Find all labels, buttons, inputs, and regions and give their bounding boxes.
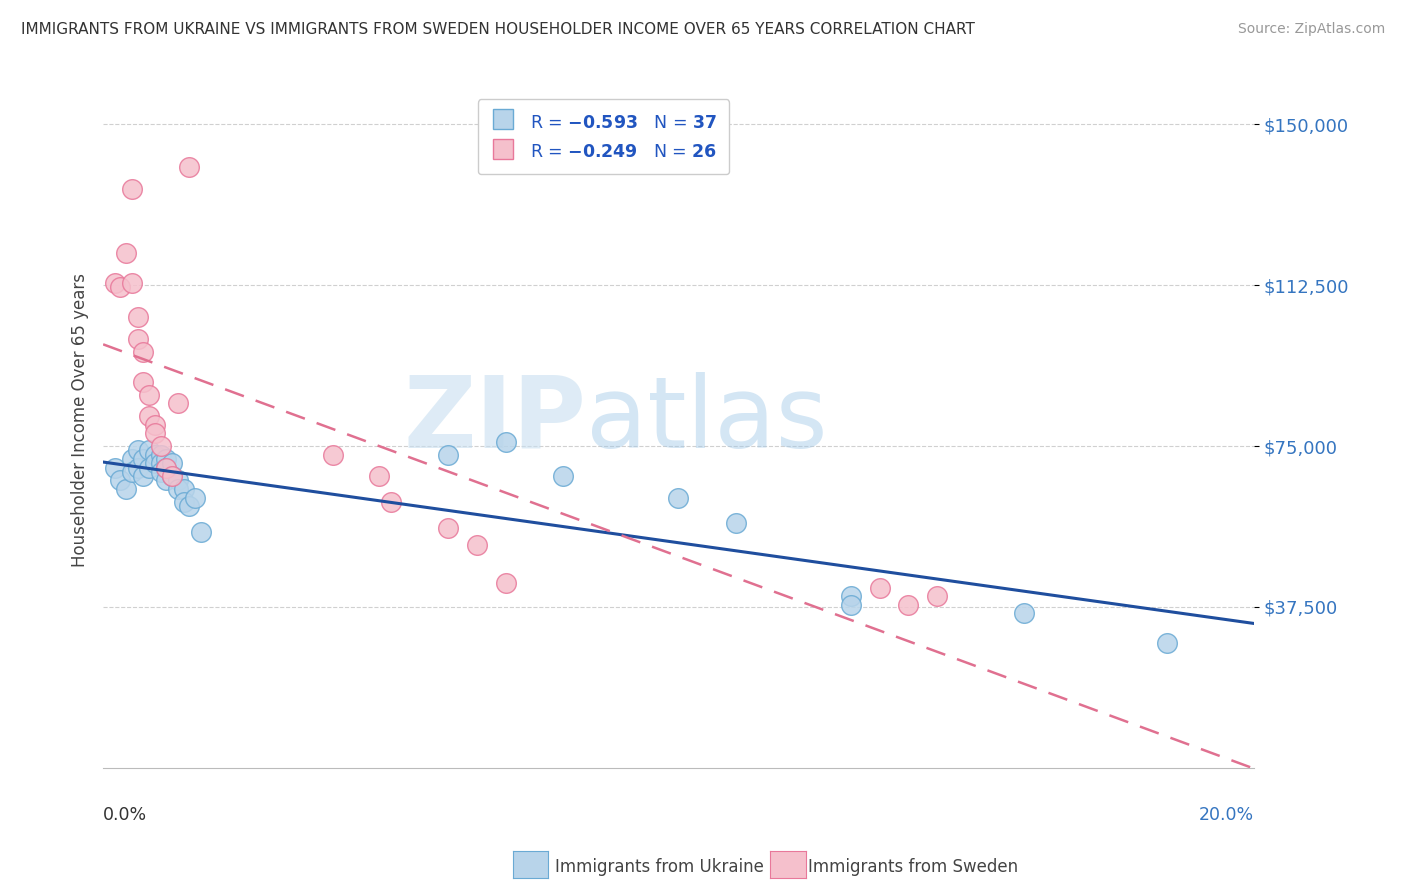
Point — [380, 495, 402, 509]
Text: 0.0%: 0.0% — [103, 805, 148, 824]
Text: Immigrants from Sweden: Immigrants from Sweden — [808, 858, 1018, 876]
Point — [322, 448, 344, 462]
Point — [132, 469, 155, 483]
Point — [190, 524, 212, 539]
Y-axis label: Householder Income Over 65 years: Householder Income Over 65 years — [72, 273, 89, 567]
Point — [127, 310, 149, 325]
Point — [368, 469, 391, 483]
Point — [127, 443, 149, 458]
Point — [437, 448, 460, 462]
Point — [110, 474, 132, 488]
Point — [127, 332, 149, 346]
Point — [724, 516, 747, 531]
Point — [465, 538, 488, 552]
Point — [138, 387, 160, 401]
Point — [1012, 607, 1035, 621]
Point — [132, 344, 155, 359]
Point — [121, 276, 143, 290]
Point — [839, 598, 862, 612]
Point — [138, 409, 160, 423]
Point — [149, 465, 172, 479]
Point — [179, 499, 201, 513]
Text: ZIP: ZIP — [404, 372, 586, 469]
Point — [121, 465, 143, 479]
Point — [839, 589, 862, 603]
Point — [173, 495, 195, 509]
Legend: R = $\mathbf{-0.593}$   N = $\mathbf{37}$, R = $\mathbf{-0.249}$   N = $\mathbf{: R = $\mathbf{-0.593}$ N = $\mathbf{37}$,… — [478, 99, 730, 174]
Point — [495, 434, 517, 449]
Point — [553, 469, 575, 483]
Text: atlas: atlas — [586, 372, 828, 469]
Point — [132, 375, 155, 389]
Point — [495, 576, 517, 591]
Point — [121, 182, 143, 196]
Point — [127, 460, 149, 475]
Point — [104, 276, 127, 290]
Point — [138, 460, 160, 475]
Point — [167, 482, 190, 496]
Point — [115, 246, 138, 260]
Point — [138, 443, 160, 458]
Point — [121, 452, 143, 467]
Point — [143, 417, 166, 432]
Point — [143, 426, 166, 441]
Point — [155, 452, 177, 467]
Point — [115, 482, 138, 496]
Point — [927, 589, 949, 603]
Point — [184, 491, 207, 505]
Point — [1156, 636, 1178, 650]
Text: Source: ZipAtlas.com: Source: ZipAtlas.com — [1237, 22, 1385, 37]
Point — [155, 460, 177, 475]
Point — [179, 161, 201, 175]
Point — [104, 460, 127, 475]
Point — [149, 448, 172, 462]
Point — [143, 448, 166, 462]
Point — [160, 469, 183, 483]
Point — [155, 474, 177, 488]
Text: IMMIGRANTS FROM UKRAINE VS IMMIGRANTS FROM SWEDEN HOUSEHOLDER INCOME OVER 65 YEA: IMMIGRANTS FROM UKRAINE VS IMMIGRANTS FR… — [21, 22, 974, 37]
Point — [149, 456, 172, 470]
Text: Immigrants from Ukraine: Immigrants from Ukraine — [555, 858, 765, 876]
Point — [167, 396, 190, 410]
Point — [143, 456, 166, 470]
Point — [869, 581, 891, 595]
Point — [897, 598, 920, 612]
Point — [155, 460, 177, 475]
Point — [110, 280, 132, 294]
Text: 20.0%: 20.0% — [1198, 805, 1254, 824]
Point — [149, 439, 172, 453]
Point — [437, 520, 460, 534]
Point — [160, 469, 183, 483]
Point — [160, 456, 183, 470]
Point — [666, 491, 689, 505]
Point — [167, 474, 190, 488]
Point — [173, 482, 195, 496]
Point — [132, 452, 155, 467]
